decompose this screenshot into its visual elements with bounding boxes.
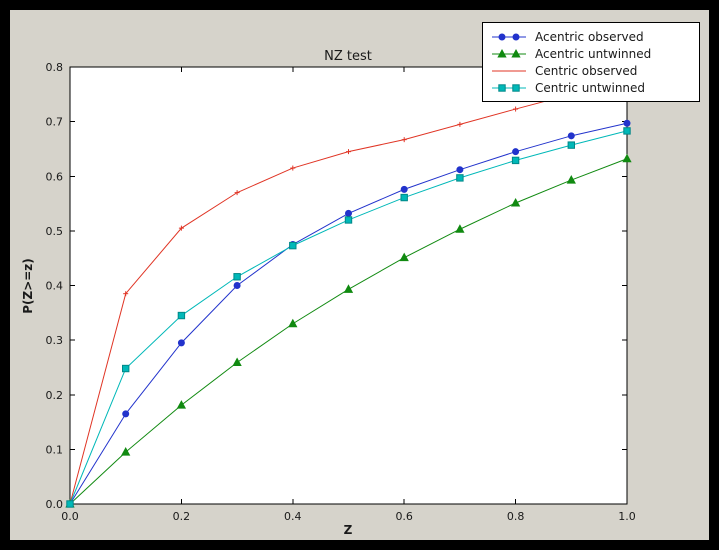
x-tick-label: 0.6 xyxy=(395,510,413,523)
y-axis-label: P(Z>=z) xyxy=(21,258,35,314)
data-point-marker xyxy=(232,357,242,367)
legend-label: Centric untwinned xyxy=(535,80,646,95)
legend: Acentric observed Acentric untwinned Centr… xyxy=(482,22,700,102)
data-point-marker xyxy=(177,311,186,320)
data-point-marker xyxy=(511,48,521,57)
data-point-marker xyxy=(399,252,409,262)
chart-title: NZ test xyxy=(324,49,372,64)
data-point-marker xyxy=(498,83,506,92)
y-tick-label: 0.3 xyxy=(46,334,64,347)
legend-item: Acentric observed xyxy=(489,28,693,45)
data-point-marker xyxy=(497,48,507,57)
y-tick-label: 0.1 xyxy=(46,443,64,456)
legend-swatch xyxy=(492,48,526,57)
data-point-marker xyxy=(233,273,241,281)
data-point-marker xyxy=(512,148,520,156)
legend-label: Acentric observed xyxy=(535,29,644,44)
data-point-marker xyxy=(344,216,353,224)
data-point-marker xyxy=(176,400,187,409)
y-tick-label: 0.2 xyxy=(46,389,64,402)
data-point-marker xyxy=(177,339,185,347)
x-tick-label: 0.4 xyxy=(284,510,302,523)
y-tick-label: 0.7 xyxy=(46,116,64,129)
data-point-marker xyxy=(121,447,131,456)
plot-area: 0.0 0.2 0.4 0.6 0.8 1.0 0.0 0.1 0.2 0.3 0.4 0.5 0.6 0… xyxy=(21,49,636,537)
data-point-marker xyxy=(511,156,520,165)
data-point-marker xyxy=(623,127,631,135)
legend-swatch xyxy=(492,33,526,40)
data-point-marker xyxy=(289,241,297,250)
data-point-marker xyxy=(498,33,506,40)
data-point-marker xyxy=(566,175,576,184)
data-point-marker xyxy=(400,193,408,202)
data-point-marker xyxy=(512,33,520,40)
data-point-marker xyxy=(400,185,408,193)
figure-canvas: 0.0 0.2 0.4 0.6 0.8 1.0 0.0 0.1 0.2 0.3 0.4 0.5 0.6 0… xyxy=(10,10,709,540)
data-point-marker xyxy=(66,500,74,508)
legend-label: Acentric untwinned xyxy=(535,46,652,61)
data-point-marker xyxy=(567,132,575,140)
data-point-marker xyxy=(456,166,464,174)
data-point-marker xyxy=(456,174,464,182)
legend-item: Centric observed xyxy=(489,62,693,79)
x-tick-label: 0.2 xyxy=(173,510,191,523)
data-point-marker xyxy=(510,197,521,207)
data-point-marker xyxy=(623,119,631,127)
x-tick-label: 0.8 xyxy=(507,510,525,523)
legend-item: Centric untwinned xyxy=(489,79,693,96)
x-tick-label: 0.0 xyxy=(61,510,79,523)
data-point-marker xyxy=(512,83,520,92)
legend-swatch xyxy=(492,83,526,92)
legend-label: Centric observed xyxy=(535,63,638,78)
data-point-marker xyxy=(233,282,241,289)
data-point-marker xyxy=(343,284,354,293)
legend-item: Acentric untwinned xyxy=(489,45,693,62)
y-tick-label: 0.4 xyxy=(46,280,64,293)
data-point-marker xyxy=(122,364,130,373)
data-point-marker xyxy=(122,410,130,418)
legend-swatch xyxy=(492,70,526,71)
data-point-marker xyxy=(622,153,632,163)
chart-layer: 0.0 0.2 0.4 0.6 0.8 1.0 0.0 0.1 0.2 0.3 0.4 0.5 0.6 0… xyxy=(46,61,636,523)
data-point-marker xyxy=(567,141,575,149)
y-tick-label: 0.8 xyxy=(46,61,64,74)
x-axis-label: Z xyxy=(344,523,353,537)
data-point-marker xyxy=(455,224,465,233)
y-tick-label: 0.6 xyxy=(46,170,64,183)
data-point-marker xyxy=(288,318,298,328)
x-tick-label: 1.0 xyxy=(618,510,636,523)
y-tick-label: 0.5 xyxy=(46,225,64,238)
y-tick-label: 0.0 xyxy=(46,498,64,511)
data-point-marker xyxy=(345,209,352,217)
